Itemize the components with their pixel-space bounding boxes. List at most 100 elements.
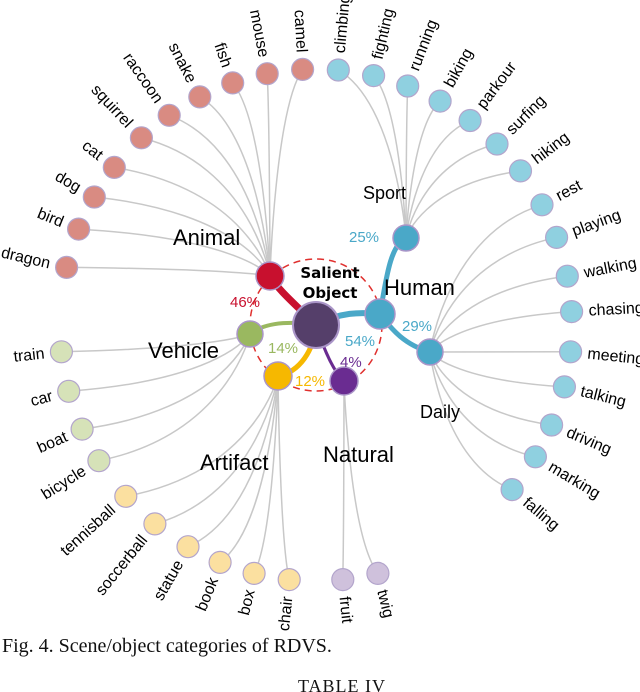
leaf-label-rest: rest <box>553 177 585 205</box>
percent-artifact: 12% <box>295 373 325 390</box>
leaf-link-fruit <box>342 380 345 580</box>
figure-caption: Fig. 4. Scene/object categories of RDVS. <box>2 635 332 657</box>
center-label-line1: Salient <box>300 264 359 282</box>
leaf-label-twig: twig <box>373 588 396 620</box>
category-label-animal: Animal <box>173 225 240 250</box>
leaf-node-fish <box>221 71 245 95</box>
leaf-node-walking <box>555 264 579 288</box>
leaf-label-snake: snake <box>165 40 200 86</box>
leaf-node-book <box>208 550 232 575</box>
percent-human: 54% <box>345 333 375 350</box>
category-label-sport: Sport <box>363 183 406 203</box>
leaf-label-soccerball: soccerball <box>93 532 152 599</box>
leaf-label-meeting: meeting <box>587 346 640 369</box>
leaf-label-camel: camel <box>290 9 309 53</box>
vehicle-node <box>236 320 264 348</box>
leaf-node-driving <box>539 413 564 437</box>
leaf-label-car: car <box>29 388 56 410</box>
artifact-node <box>263 361 293 391</box>
leaf-link-chasing <box>429 310 572 353</box>
leaf-node-car <box>57 379 81 403</box>
leaf-node-bicycle <box>87 449 111 473</box>
leaf-label-parkour: parkour <box>474 58 521 112</box>
sport-node <box>392 224 420 252</box>
leaf-node-statue <box>176 535 200 559</box>
leaf-node-box <box>242 561 266 586</box>
leaf-link-surfing <box>405 143 498 239</box>
leaf-node-playing <box>544 225 569 249</box>
leaf-node-mouse <box>255 62 279 86</box>
leaf-node-tennisball <box>114 484 138 508</box>
leaf-label-raccoon: raccoon <box>119 50 166 106</box>
leaf-label-surfing: surfing <box>503 92 549 138</box>
leaf-node-fighting <box>362 63 386 88</box>
daily-node <box>416 338 444 366</box>
leaf-link-climbing <box>337 69 407 239</box>
leaf-label-book: book <box>193 574 222 613</box>
leaf-node-hiking <box>508 159 533 183</box>
leaf-node-boat <box>70 417 94 441</box>
leaf-label-biking: biking <box>441 46 476 91</box>
leaf-node-bird <box>66 217 91 241</box>
leaf-node-dog <box>82 185 106 209</box>
leaf-node-fruit <box>331 567 355 592</box>
leaf-label-chasing: chasing <box>588 300 640 320</box>
leaf-node-climbing <box>326 58 350 82</box>
leaf-label-talking: talking <box>579 383 628 411</box>
percent-animal: 46% <box>230 294 260 311</box>
leaf-node-camel <box>291 57 315 82</box>
leaf-label-bicycle: bicycle <box>39 463 90 503</box>
leaf-label-statue: statue <box>151 557 188 603</box>
leaf-label-running: running <box>406 17 441 73</box>
leaf-node-running <box>396 74 420 98</box>
leaf-node-train <box>49 340 74 364</box>
leaf-label-boat: boat <box>35 428 71 456</box>
category-label-artifact: Artifact <box>200 450 268 475</box>
leaf-node-soccerball <box>143 512 167 536</box>
leaf-label-chair: chair <box>276 595 297 632</box>
leaf-node-meeting <box>558 340 583 364</box>
leaf-label-cat: cat <box>79 137 107 164</box>
leaf-node-surfing <box>485 132 509 156</box>
leaf-node-chasing <box>559 300 584 324</box>
leaf-node-twig <box>366 561 390 586</box>
leaf-link-hiking <box>405 170 521 239</box>
leaf-link-camel <box>269 68 304 277</box>
leaf-label-box: box <box>236 588 259 617</box>
leaf-link-biking <box>405 100 441 239</box>
leaf-label-fish: fish <box>210 41 234 70</box>
leaf-node-parkour <box>458 108 482 133</box>
leaf-link-fighting <box>373 75 407 239</box>
leaf-label-falling: falling <box>519 494 562 534</box>
percent-daily: 29% <box>402 318 432 335</box>
percent-sport: 25% <box>349 229 379 246</box>
category-label-daily: Daily <box>420 402 460 422</box>
leaf-label-playing: playing <box>570 207 623 240</box>
category-label-human: Human <box>384 275 455 300</box>
leaf-label-fighting: fighting <box>370 7 398 61</box>
leaf-label-walking: walking <box>581 255 638 282</box>
percent-vehicle: 14% <box>268 340 298 357</box>
leaf-node-raccoon <box>157 103 181 127</box>
animal-node <box>255 261 285 291</box>
salient-object-node <box>292 301 340 349</box>
leaf-label-bird: bird <box>35 205 66 231</box>
percent-natural: 4% <box>340 354 362 371</box>
center-label-line2: Object <box>303 284 358 302</box>
leaf-label-dog: dog <box>52 168 84 196</box>
leaf-node-snake <box>188 85 212 109</box>
leaf-label-squirrel: squirrel <box>87 81 135 131</box>
category-label-vehicle: Vehicle <box>148 338 219 363</box>
human-node <box>364 298 396 330</box>
leaf-link-twig <box>343 380 379 574</box>
leaf-node-biking <box>428 89 452 113</box>
leaf-label-marking: marking <box>545 459 603 503</box>
leaf-label-driving: driving <box>564 424 614 458</box>
leaf-node-marking <box>523 445 548 469</box>
leaf-label-dragon: dragon <box>0 245 52 273</box>
next-table-title: TABLE IV <box>298 676 386 692</box>
leaf-label-fruit: fruit <box>336 596 356 625</box>
leaf-node-dragon <box>54 255 79 279</box>
leaf-node-squirrel <box>129 126 153 150</box>
